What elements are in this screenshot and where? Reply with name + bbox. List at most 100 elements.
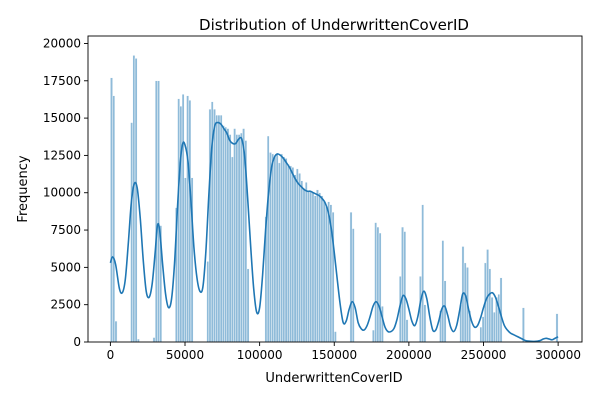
histogram-bar <box>181 94 185 343</box>
histogram-bar <box>228 134 232 343</box>
histogram-bar <box>302 188 306 343</box>
histogram-bar <box>403 231 407 343</box>
histogram-bar <box>378 232 382 343</box>
histogram-bar <box>522 307 525 343</box>
histogram-bar <box>188 99 192 343</box>
histogram-bar <box>423 304 427 343</box>
histogram-bar <box>275 153 279 343</box>
histogram-bar <box>213 108 216 343</box>
histogram-bar <box>318 192 322 343</box>
histogram-bar <box>381 305 384 343</box>
histogram-bar <box>311 192 315 343</box>
histogram-bar <box>132 55 136 343</box>
histogram-bar <box>463 262 467 343</box>
x-tick-label: 200000 <box>386 348 432 362</box>
histogram-bar <box>376 226 380 343</box>
x-tick-label: 0 <box>107 348 115 362</box>
histogram-bar <box>327 201 330 343</box>
histogram-bar <box>240 132 243 343</box>
histogram-bar <box>284 158 288 343</box>
histogram-bar <box>224 126 227 343</box>
histogram-bar <box>287 164 290 343</box>
y-axis-label: Frequency <box>16 155 31 222</box>
histogram-bar <box>490 297 494 343</box>
histogram-bar <box>325 205 328 343</box>
histogram-bar <box>278 162 281 343</box>
histogram-bar <box>307 191 310 343</box>
histogram-bar <box>280 153 283 343</box>
histogram-bar <box>441 240 445 343</box>
histogram-bar <box>372 329 375 343</box>
histogram-bar <box>231 156 234 343</box>
histogram-bar <box>374 222 377 343</box>
x-tick-label: 250000 <box>461 348 507 362</box>
histogram-bar <box>217 114 221 343</box>
histogram-bar <box>401 226 404 343</box>
histogram-bar <box>296 168 299 343</box>
histogram-bar <box>421 204 424 343</box>
histogram-bar <box>134 58 138 343</box>
histogram-bar <box>114 320 118 343</box>
histogram-bar <box>112 95 116 343</box>
histogram-bar <box>289 165 292 343</box>
x-axis-label: UnderwrittenCoverID <box>265 371 402 386</box>
histogram-bar <box>334 331 337 343</box>
histogram-bar <box>313 195 317 343</box>
y-tick-label: 2500 <box>50 298 81 312</box>
chart-title: Distribution of UnderwrittenCoverID <box>199 16 469 34</box>
histogram-bar <box>237 134 241 343</box>
x-tick-label: 100000 <box>237 348 283 362</box>
histogram-bar <box>282 156 286 343</box>
histogram-bar <box>481 316 485 343</box>
histogram-bar <box>157 80 160 343</box>
y-tick-label: 10000 <box>43 186 81 200</box>
histogram-bar <box>405 319 409 343</box>
y-tick-label: 15000 <box>43 111 81 125</box>
histogram-bar <box>184 177 187 343</box>
histogram-bar <box>233 128 236 343</box>
histogram-bar <box>488 268 492 343</box>
histogram-bar <box>479 326 483 343</box>
histogram-bar <box>206 261 210 343</box>
y-tick-label: 20000 <box>43 36 81 50</box>
histogram-bar <box>300 180 304 343</box>
histogram-bar <box>493 311 496 343</box>
histogram-bar <box>152 337 156 343</box>
plot-frame <box>87 35 583 343</box>
histogram-bar <box>235 134 239 343</box>
y-tick-label: 7500 <box>50 223 81 237</box>
histogram-bar <box>309 191 313 343</box>
histogram-bar <box>298 173 301 343</box>
histogram-bar <box>273 156 277 343</box>
histogram-bar <box>154 80 158 343</box>
histogram-bar <box>497 294 501 343</box>
histogram-bar <box>271 153 275 343</box>
x-tick-label: 50000 <box>166 348 204 362</box>
histogram-bar <box>110 77 113 343</box>
histogram-bar <box>215 114 219 343</box>
y-tick-label: 17500 <box>43 74 81 88</box>
histogram-bar <box>316 189 319 343</box>
histogram-bar <box>349 211 353 343</box>
histogram-bar <box>266 135 270 343</box>
histogram-bar <box>179 105 183 343</box>
histogram-bar <box>351 228 355 343</box>
y-tick-label: 0 <box>73 335 81 349</box>
histogram-bar <box>322 201 326 343</box>
histogram-bar <box>226 128 230 343</box>
histogram-bar <box>208 108 212 343</box>
y-tick-label: 5000 <box>50 260 81 274</box>
histogram-bar <box>320 195 324 343</box>
histogram-bar <box>186 95 189 343</box>
kde-line <box>109 121 559 343</box>
x-tick-label: 300000 <box>535 348 581 362</box>
histogram-bar <box>291 167 295 343</box>
x-axis: 0 50000 100000 150000 200000 250000 300000 <box>107 342 581 362</box>
y-axis: 0 2500 5000 7500 10000 12500 15000 17500 20000 <box>43 36 88 349</box>
histogram-bar <box>177 98 180 343</box>
histogram-bar <box>246 268 250 343</box>
x-tick-label: 150000 <box>311 348 357 362</box>
histogram-bar <box>219 114 223 343</box>
